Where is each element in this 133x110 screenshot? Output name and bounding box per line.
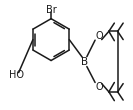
Text: B: B bbox=[81, 57, 88, 67]
Text: HO: HO bbox=[9, 70, 24, 80]
Text: O: O bbox=[95, 82, 103, 92]
Text: O: O bbox=[95, 31, 103, 41]
Text: Br: Br bbox=[46, 6, 57, 15]
